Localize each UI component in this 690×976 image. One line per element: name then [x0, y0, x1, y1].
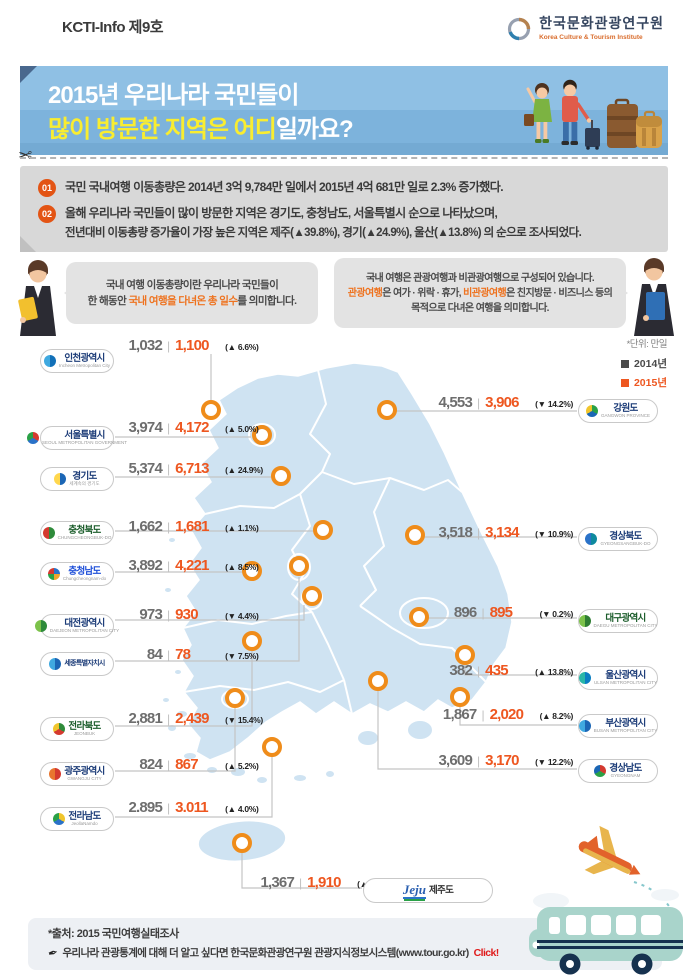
- org-name-kr: 한국문화관광연구원: [539, 17, 664, 33]
- kcti-logo-icon: [507, 17, 531, 41]
- map-marker-chungnam: [242, 561, 262, 581]
- page-title-line1: 2015년 우리나라 국민들이: [48, 82, 299, 109]
- summary-point-1: 01 국민 국내여행 이동총량은 2014년 3억 9,784만 일에서 201…: [38, 178, 504, 197]
- connector-gyeongnam: [377, 690, 577, 770]
- title-highlight: 많이 방문한 지역은 어디: [48, 116, 277, 143]
- point-number-badge: 01: [38, 179, 56, 197]
- map-marker-gyeongbuk: [405, 525, 425, 545]
- bubble-left-line1: 국내 여행 이동총량이란 우리나라 국민들이: [105, 278, 279, 291]
- bubble-right-line3: 목적으로 다녀온 여행을 의미합니다.: [411, 302, 549, 314]
- summary-box: 01 국민 국내여행 이동총량은 2014년 3억 9,784만 일에서 201…: [20, 166, 668, 252]
- narrator-left-illustration: [18, 260, 56, 336]
- map-marker-daejeon: [302, 586, 322, 606]
- map-legend: *단위: 만일 2014년 2015년: [620, 336, 668, 390]
- airplane-illustration: [578, 825, 677, 921]
- point-text: 국민 국내여행 이동총량은 2014년 3억 9,784만 일에서 2015년 …: [65, 180, 504, 194]
- info-text: 우리나라 관광통계에 대해 더 알고 싶다면 한국문화관광연구원 관광지식정보시…: [62, 947, 469, 959]
- org-name-en: Korea Culture & Tourism Institute: [539, 33, 643, 41]
- connector-jeonnam: [115, 757, 273, 818]
- connector-lines: [115, 354, 577, 889]
- point-text: 올해 우리나라 국민들이 많이 방문한 지역은 경기도, 충청남도, 서울특별시…: [65, 206, 582, 239]
- banner-band-mid: [20, 110, 668, 143]
- map-marker-busan: [450, 687, 470, 707]
- banner-band-bottom: [20, 143, 668, 155]
- dashed-cut-line: [20, 157, 668, 159]
- connector-busan: [459, 706, 577, 726]
- connector-jeju: [241, 852, 362, 889]
- source-note: *출처: 2015 국민여행실태조사: [48, 928, 179, 940]
- corner-fold-decoration: [20, 66, 37, 83]
- map-marker-jeonbuk: [242, 631, 262, 651]
- click-link[interactable]: Click!: [473, 946, 500, 959]
- map-marker-ulsan: [455, 645, 475, 665]
- map-marker-jeonnam: [262, 737, 282, 757]
- map-marker-gyeonggi: [271, 466, 291, 486]
- page-title-line2: 많이 방문한 지역은 어디일까요?: [48, 109, 354, 144]
- bubble-right-line1: 국내 여행은 관광여행과 비관광여행으로 구성되어 있습니다.: [365, 272, 595, 284]
- fold-decoration: [20, 236, 36, 252]
- pen-icon: ✒: [46, 944, 60, 961]
- map-marker-sejong: [289, 556, 309, 576]
- bubble-left-line2: 한 해동안 국내 여행을 다녀온 총 일수를 의미합니다.: [87, 295, 297, 307]
- title-banner: 2015년 우리나라 국민들이 많이 방문한 지역은 어디일까요?: [20, 66, 668, 155]
- connector-jeonbuk: [115, 651, 253, 727]
- legend-2015: 2015년: [620, 375, 667, 390]
- title-rest: 일까요?: [275, 116, 354, 143]
- org-logo-group: 한국문화관광연구원 Korea Culture & Tourism Instit…: [506, 16, 664, 42]
- point-number-badge: 02: [38, 205, 56, 223]
- bubble-right-line2: 관광여행은 여가 · 위락 · 휴가, 비관광여행은 친지방문 · 비즈니스 등…: [347, 287, 613, 299]
- map-marker-seoul: [252, 425, 272, 445]
- connector-sejong: [115, 577, 300, 662]
- legend-2014: 2014년: [620, 356, 667, 371]
- summary-point-2: 02 올해 우리나라 국민들이 많이 방문한 지역은 경기도, 충청남도, 서울…: [38, 204, 582, 242]
- connector-daejeon: [115, 605, 305, 621]
- map-markers: [201, 400, 475, 853]
- bus-illustration: [529, 889, 683, 975]
- map-marker-incheon: [201, 400, 221, 420]
- narrator-right-illustration: [634, 258, 674, 336]
- map-marker-jeju: [232, 833, 252, 853]
- map-marker-gwangju: [225, 688, 245, 708]
- connector-gwangju: [115, 708, 236, 772]
- travelers-illustration: [524, 79, 662, 150]
- map-marker-gangwon: [377, 400, 397, 420]
- issue-label: KCTI-Info 제9호: [62, 19, 164, 36]
- speech-bubble-right: 국내 여행은 관광여행과 비관광여행으로 구성되어 있습니다. 관광여행은 여가…: [334, 258, 628, 328]
- legend-swatch-2014: [620, 359, 629, 368]
- speech-bubble-left: 국내 여행 이동총량이란 우리나라 국민들이 한 해동안 국내 여행을 다녀온 …: [64, 262, 318, 324]
- connector-ulsan: [464, 664, 577, 676]
- mainland-shape: [163, 362, 513, 863]
- province-borders: [182, 369, 487, 715]
- map-marker-daegu: [409, 607, 429, 627]
- map-marker-gyeongnam: [368, 671, 388, 691]
- banner-band-top: [20, 66, 668, 110]
- info-note: ✒ 우리나라 관광통계에 대해 더 알고 싶다면 한국문화관광연구원 관광지식정…: [46, 944, 500, 961]
- map-marker-chungbuk: [313, 520, 333, 540]
- unit-label: *단위: 만일: [626, 339, 668, 350]
- legend-swatch-2015: [620, 378, 629, 387]
